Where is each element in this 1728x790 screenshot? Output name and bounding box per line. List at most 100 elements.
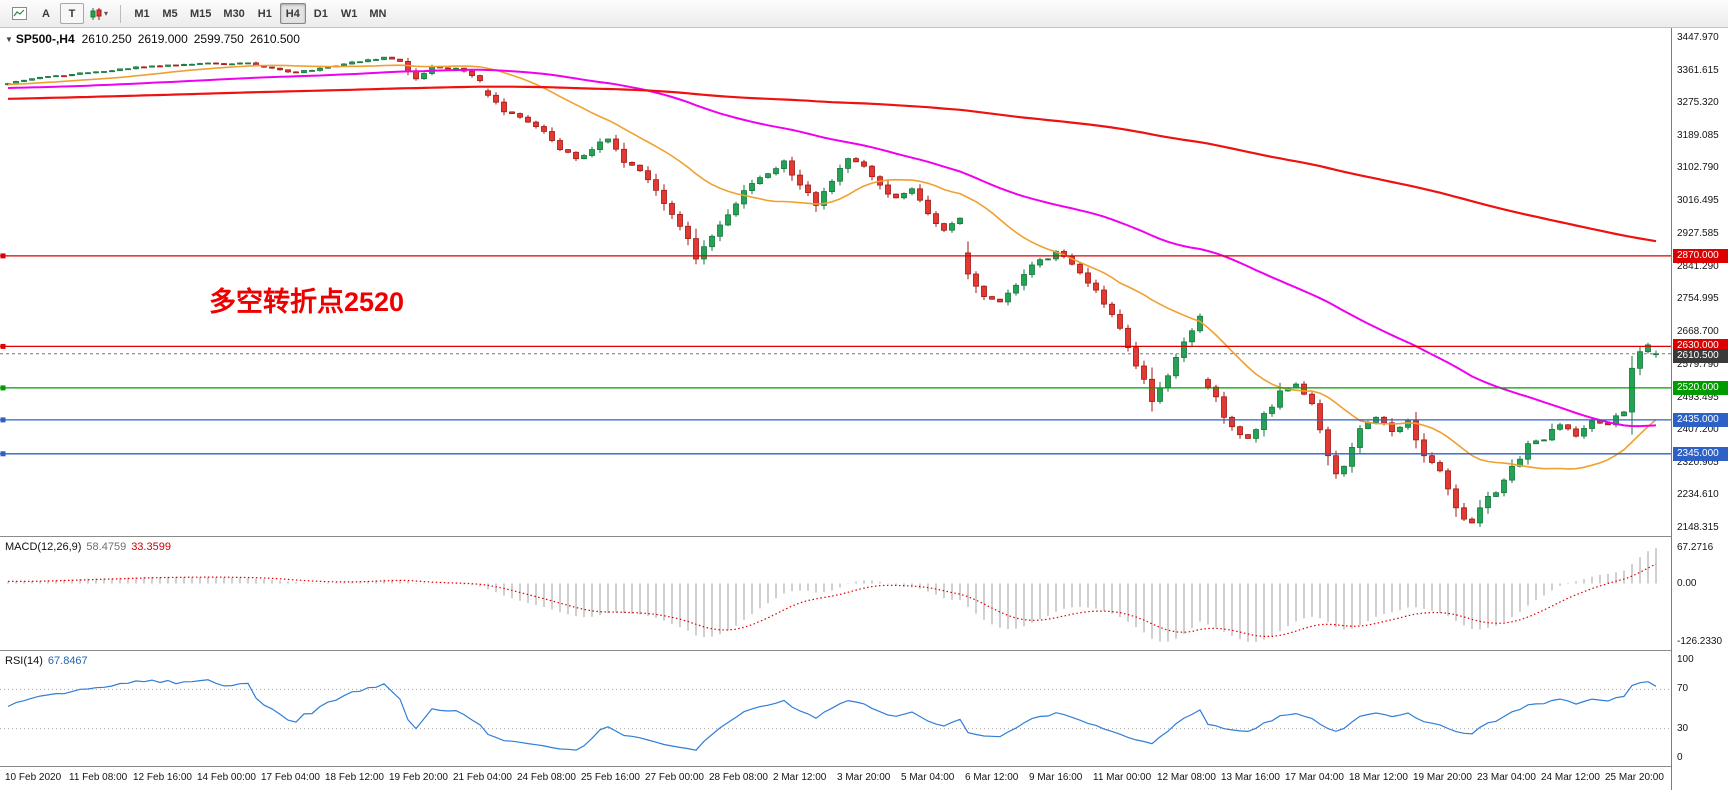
rsi-axis-100: 100 <box>1677 654 1694 665</box>
quote-high: 2619.000 <box>137 32 188 46</box>
moving-averages-layer <box>7 64 1657 470</box>
timeframe-m30-button[interactable]: M30 <box>218 3 249 24</box>
price-axis-label: 3189.085 <box>1677 130 1719 141</box>
time-axis-label: 24 Feb 08:00 <box>517 772 576 783</box>
time-axis-label: 14 Feb 00:00 <box>197 772 256 783</box>
macd-main-value: 58.4759 <box>86 541 127 553</box>
time-axis-label: 11 Mar 00:00 <box>1093 772 1152 783</box>
level-price-badge: 2520.000 <box>1673 381 1728 395</box>
timeframe-group: M1 M5 M15 M30 H1 H4 D1 W1 MN <box>129 3 391 24</box>
time-axis-label: 11 Feb 08:00 <box>69 772 128 783</box>
macd-label: MACD(12,26,9) 58.4759 33.3599 <box>5 541 176 553</box>
macd-signal-value: 33.3599 <box>131 541 171 553</box>
time-axis-label: 25 Mar 20:00 <box>1605 772 1664 783</box>
price-axis-label: 2320.905 <box>1677 457 1719 468</box>
time-axis-label: 23 Mar 04:00 <box>1477 772 1536 783</box>
current-price-badge: 2610.500 <box>1673 349 1728 363</box>
macd-histogram <box>7 548 1657 642</box>
level-anchor-2345.000 <box>0 451 6 457</box>
quote-open: 2610.250 <box>81 32 132 46</box>
time-axis-label: 21 Feb 04:00 <box>453 772 512 783</box>
time-axis-label: 5 Mar 04:00 <box>901 772 955 783</box>
time-axis-label: 10 Feb 2020 <box>5 772 62 783</box>
quote-low: 2599.750 <box>193 32 244 46</box>
macd-axis-max: 67.2716 <box>1677 542 1714 553</box>
ma-mid-line <box>7 68 1657 428</box>
candles-layer <box>5 56 1659 527</box>
rsi-label: RSI(14) 67.8467 <box>5 655 93 667</box>
time-axis-label: 3 Mar 20:00 <box>837 772 891 783</box>
time-axis-label: 24 Mar 12:00 <box>1541 772 1600 783</box>
price-axis-label: 2407.200 <box>1677 424 1719 435</box>
level-price-badge: 2435.000 <box>1673 413 1728 427</box>
price-axis-label: 3447.970 <box>1677 32 1719 43</box>
chart-collapse-icon[interactable]: ▼ <box>5 35 13 44</box>
rsi-name: RSI(14) <box>5 655 43 667</box>
time-axis-label: 9 Mar 16:00 <box>1029 772 1083 783</box>
panel-separator[interactable] <box>0 536 1728 537</box>
macd-axis-min: -126.2330 <box>1677 636 1723 647</box>
chart-title: ▼ SP500-,H4 2610.250 2619.000 2599.750 2610.5… <box>5 32 306 46</box>
rsi-panel[interactable] <box>0 652 1671 766</box>
chart-annotation-text[interactable]: 多空转折点2520 <box>209 287 405 317</box>
macd-panel[interactable] <box>0 538 1671 650</box>
timeframe-mn-button[interactable]: MN <box>364 3 391 24</box>
timeframe-m5-button[interactable]: M5 <box>157 3 183 24</box>
quote-close: 2610.500 <box>249 32 300 46</box>
rsi-line <box>7 679 1657 751</box>
time-axis-label: 25 Feb 16:00 <box>581 772 640 783</box>
price-axis-label: 2148.315 <box>1677 522 1719 533</box>
indicators-candles-icon[interactable]: ▾ <box>86 3 112 24</box>
time-axis-label: 19 Mar 20:00 <box>1413 772 1472 783</box>
rsi-value: 67.8467 <box>47 655 88 667</box>
font-a-button[interactable]: A <box>34 3 58 24</box>
panel-separator[interactable] <box>0 650 1728 651</box>
chart-symbol-period: SP500-,H4 <box>15 32 75 46</box>
timeframe-d1-button[interactable]: D1 <box>308 3 334 24</box>
macd-axis-zero: 0.00 <box>1677 578 1697 589</box>
time-axis-label: 17 Feb 04:00 <box>261 772 320 783</box>
macd-name: MACD(12,26,9) <box>5 541 82 553</box>
chart-workspace: ▼ SP500-,H4 2610.250 2619.000 2599.750 2610.5… <box>0 28 1728 790</box>
dropdown-caret-icon: ▾ <box>103 9 108 18</box>
time-axis-label: 27 Feb 00:00 <box>645 772 704 783</box>
time-axis-label: 18 Feb 12:00 <box>325 772 384 783</box>
price-axis-label: 2493.495 <box>1677 392 1719 403</box>
time-axis-label: 13 Mar 16:00 <box>1221 772 1280 783</box>
rsi-axis-70: 70 <box>1677 683 1689 694</box>
time-axis-label: 19 Feb 20:00 <box>389 772 448 783</box>
toolbar-separator <box>120 4 121 23</box>
toolbar: A T ▾ M1 M5 M15 M30 H1 H4 D1 W1 MN <box>0 0 1728 28</box>
timeframe-m15-button[interactable]: M15 <box>185 3 216 24</box>
price-chart[interactable] <box>0 28 1671 536</box>
timeframe-m1-button[interactable]: M1 <box>129 3 155 24</box>
price-axis-label: 3016.495 <box>1677 195 1719 206</box>
price-axis-label: 2841.290 <box>1677 261 1719 272</box>
level-anchor-2435.000 <box>0 417 6 423</box>
rsi-axis-0: 0 <box>1677 752 1683 763</box>
panel-separator <box>0 766 1728 767</box>
price-axis-label: 2927.585 <box>1677 228 1719 239</box>
price-axis-label: 2668.700 <box>1677 326 1719 337</box>
timeframe-h4-button[interactable]: H4 <box>279 3 306 24</box>
timeframe-h1-button[interactable]: H1 <box>252 3 278 24</box>
level-price-badge: 2870.000 <box>1673 249 1728 263</box>
level-lines-layer[interactable] <box>0 253 1671 457</box>
level-anchor-2870.000 <box>0 253 6 259</box>
text-tool-button[interactable]: T <box>60 3 84 24</box>
time-axis[interactable]: 10 Feb 2020 11 Feb 08:00 12 Feb 16:00 14 Fe… <box>0 768 1671 790</box>
level-price-badge: 2345.000 <box>1673 447 1728 461</box>
chart-window-icon[interactable] <box>6 3 32 24</box>
time-axis-label: 28 Feb 08:00 <box>709 772 768 783</box>
rsi-axis-30: 30 <box>1677 723 1689 734</box>
timeframe-w1-button[interactable]: W1 <box>336 3 363 24</box>
price-axis[interactable]: 3447.970 3361.615 3275.320 3189.085 3102.790… <box>1671 28 1728 790</box>
time-axis-label: 2 Mar 12:00 <box>773 772 827 783</box>
level-anchor-2630.000 <box>0 343 6 349</box>
price-axis-label: 2234.610 <box>1677 489 1719 500</box>
price-axis-label: 3361.615 <box>1677 65 1719 76</box>
time-axis-label: 6 Mar 12:00 <box>965 772 1019 783</box>
price-axis-label: 2754.995 <box>1677 293 1719 304</box>
time-axis-label: 18 Mar 12:00 <box>1349 772 1408 783</box>
